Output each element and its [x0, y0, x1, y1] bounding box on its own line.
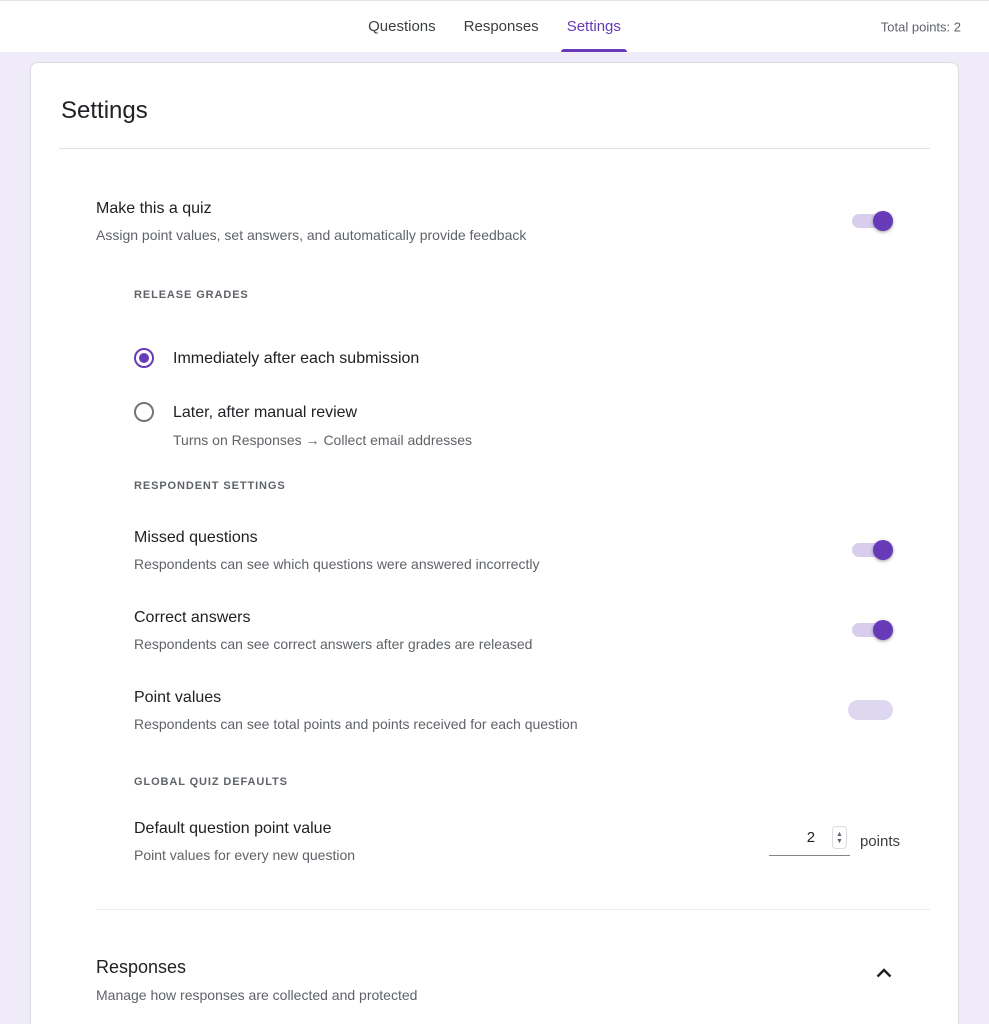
missed-questions-row: Missed questions Respondents can see whi…	[134, 528, 930, 572]
make-quiz-toggle[interactable]	[848, 211, 893, 231]
title-divider	[59, 148, 930, 149]
tab-questions[interactable]: Questions	[354, 1, 450, 52]
missed-questions-subtitle: Respondents can see which questions were…	[134, 556, 540, 572]
radio-selected-icon[interactable]	[134, 348, 154, 368]
radio-option-immediately[interactable]: Immediately after each submission	[134, 348, 930, 369]
radio-option-label: Later, after manual review	[173, 404, 358, 421]
default-point-value-title: Default question point value	[134, 820, 332, 837]
default-point-value-text: Default question point value Point value…	[134, 819, 355, 863]
page-background: Settings Make this a quiz Assign point v…	[0, 52, 989, 1024]
correct-answers-row: Correct answers Respondents can see corr…	[134, 608, 930, 652]
missed-questions-title: Missed questions	[134, 529, 258, 546]
section-divider	[96, 909, 930, 910]
make-quiz-title: Make this a quiz	[96, 200, 212, 217]
responses-section-title: Responses	[96, 957, 187, 977]
toggle-knob	[873, 211, 893, 231]
missed-questions-text: Missed questions Respondents can see whi…	[134, 528, 539, 572]
point-value-control: ▲ ▼ points	[768, 826, 900, 856]
points-unit-label: points	[859, 832, 900, 850]
point-values-title: Point values	[134, 689, 222, 706]
point-values-toggle[interactable]	[848, 700, 893, 720]
stepper-down-icon[interactable]: ▼	[836, 837, 843, 845]
page-title: Settings	[61, 97, 148, 124]
default-point-value-row: Default question point value Point value…	[134, 819, 930, 863]
responses-section-subtitle: Manage how responses are collected and p…	[96, 987, 418, 1003]
toggle-knob	[873, 620, 893, 640]
top-tab-bar: Questions Responses Settings Total point…	[0, 0, 989, 52]
point-values-text: Point values Respondents can see total p…	[134, 688, 578, 732]
radio-option-text: Later, after manual review Turns on Resp…	[173, 402, 472, 448]
point-values-row: Point values Respondents can see total p…	[134, 688, 930, 732]
point-value-stepper[interactable]: ▲ ▼	[831, 826, 847, 849]
tab-questions-label: Questions	[368, 18, 436, 35]
default-point-value-subtitle: Point values for every new question	[134, 847, 356, 863]
responses-section-header: Responses Manage how responses are colle…	[96, 956, 930, 1003]
make-quiz-subtitle: Assign point values, set answers, and au…	[96, 227, 527, 243]
point-value-field: ▲ ▼	[768, 826, 850, 856]
toggle-knob	[873, 540, 893, 560]
radio-unselected-icon[interactable]	[134, 402, 154, 422]
release-grades-label: RELEASE GRADES	[134, 289, 249, 301]
point-values-subtitle: Respondents can see total points and poi…	[134, 716, 578, 732]
point-value-input[interactable]	[798, 829, 823, 846]
radio-option-sublabel: Turns on Responses → Collect email addre…	[173, 432, 473, 448]
settings-content: Make this a quiz Assign point values, se…	[31, 199, 958, 1003]
tab-responses-label: Responses	[463, 18, 539, 35]
toggle-track	[848, 700, 893, 720]
correct-answers-text: Correct answers Respondents can see corr…	[134, 608, 532, 652]
tab-nav: Questions Responses Settings	[354, 1, 635, 52]
tab-settings-label: Settings	[566, 18, 621, 35]
active-tab-indicator	[560, 49, 627, 52]
make-quiz-row: Make this a quiz Assign point values, se…	[96, 199, 930, 243]
chevron-up-icon	[876, 968, 892, 978]
responses-section-text: Responses Manage how responses are colle…	[96, 956, 417, 1003]
make-quiz-text: Make this a quiz Assign point values, se…	[96, 199, 526, 243]
missed-questions-toggle[interactable]	[848, 540, 893, 560]
global-defaults-label: GLOBAL QUIZ DEFAULTS	[134, 776, 288, 788]
tab-responses[interactable]: Responses	[450, 1, 553, 52]
settings-card: Settings Make this a quiz Assign point v…	[30, 62, 959, 1024]
respondent-settings-label: RESPONDENT SETTINGS	[134, 480, 286, 492]
radio-option-label: Immediately after each submission	[173, 350, 420, 367]
radio-option-later[interactable]: Later, after manual review Turns on Resp…	[134, 402, 930, 448]
tab-settings[interactable]: Settings	[553, 1, 635, 52]
correct-answers-toggle[interactable]	[848, 620, 893, 640]
correct-answers-title: Correct answers	[134, 609, 251, 626]
total-points-label: Total points: 2	[880, 19, 961, 34]
stepper-up-icon[interactable]: ▲	[836, 830, 843, 838]
collapse-section-button[interactable]	[871, 960, 897, 986]
quiz-options-group: RELEASE GRADES Immediately after each su…	[134, 289, 930, 863]
correct-answers-subtitle: Respondents can see correct answers afte…	[134, 636, 533, 652]
